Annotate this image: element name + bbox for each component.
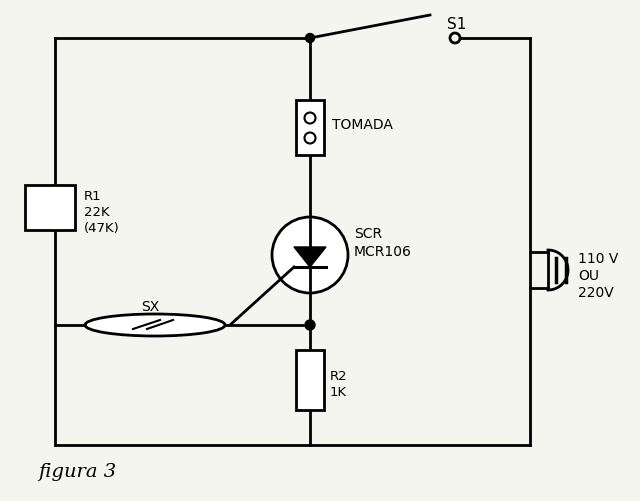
Text: S1: S1 <box>447 17 467 32</box>
Circle shape <box>305 320 315 330</box>
Bar <box>296 100 324 155</box>
Bar <box>25 185 75 230</box>
Text: SCR
MCR106: SCR MCR106 <box>354 227 412 259</box>
Bar <box>296 350 324 410</box>
Text: 110 V
OU
220V: 110 V OU 220V <box>578 252 618 300</box>
Text: TOMADA: TOMADA <box>332 118 393 132</box>
Text: SX: SX <box>141 300 159 314</box>
Circle shape <box>272 217 348 293</box>
Text: figura 3: figura 3 <box>38 463 116 481</box>
Text: R1
22K
(47K): R1 22K (47K) <box>84 189 120 234</box>
Circle shape <box>305 34 314 43</box>
Ellipse shape <box>85 314 225 336</box>
Text: R2
1K: R2 1K <box>330 371 348 399</box>
Polygon shape <box>294 247 326 267</box>
